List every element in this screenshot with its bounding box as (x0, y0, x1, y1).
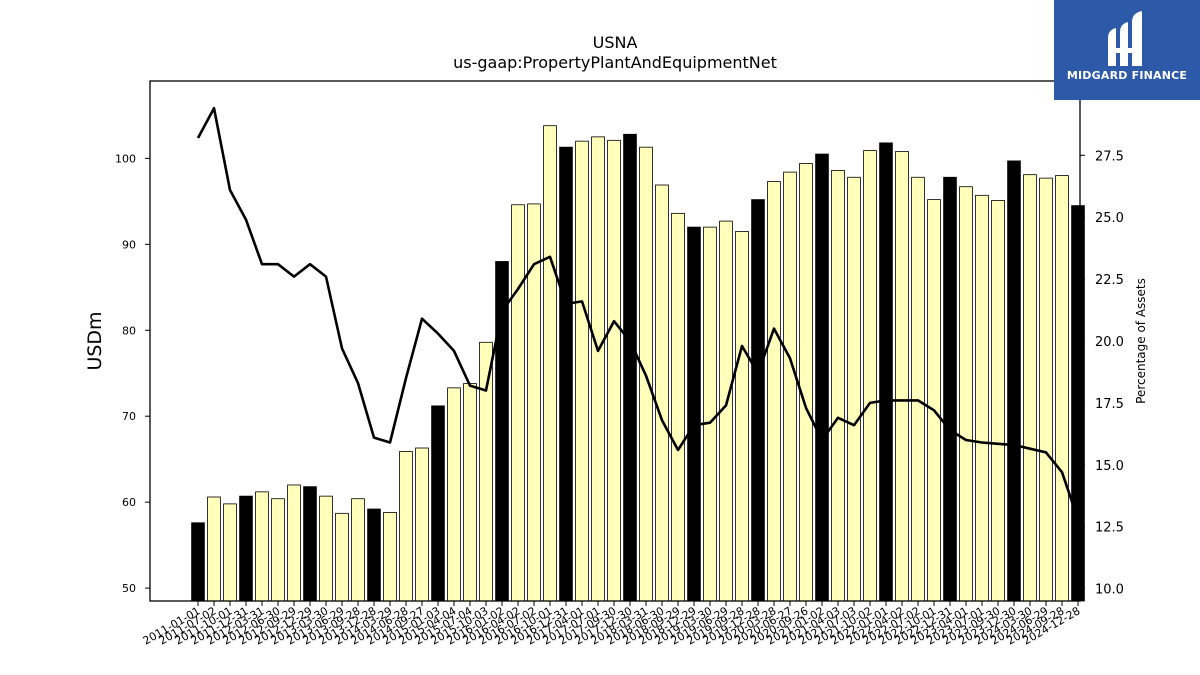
bar-2020-09-26 (799, 163, 813, 602)
y2-axis-label: Percentage of Assets (1134, 278, 1148, 404)
bar-2024-06-29 (1039, 177, 1053, 602)
bar-2011-01-01 (191, 522, 205, 602)
bar-2013-06-29 (335, 512, 349, 602)
y-tick-label: 70 (122, 410, 136, 423)
bar-2022-04-02 (895, 151, 909, 602)
y2-tick-label: 17.5 (1095, 397, 1124, 412)
bar-2015-10-03 (479, 341, 493, 602)
y2-tick-label: 15.0 (1095, 459, 1124, 474)
bar-2022-12-31 (943, 176, 957, 602)
bar-2023-12-30 (1007, 160, 1021, 602)
bar-2023-09-30 (991, 200, 1005, 602)
bar-2014-03-29 (383, 512, 397, 602)
bar-2014-06-28 (399, 451, 413, 602)
y-tick-label: 100 (115, 152, 136, 165)
bar-2021-04-03 (831, 169, 845, 602)
bar-2024-09-28 (1055, 175, 1069, 602)
bar-2018-09-29 (671, 212, 685, 602)
y-tick-label: 80 (122, 324, 136, 337)
y2-tick-label: 27.5 (1095, 149, 1124, 164)
bar-2011-10-01 (223, 503, 237, 602)
bar-2013-09-28 (351, 498, 365, 602)
y-tick-label: 50 (122, 582, 136, 595)
bar-2020-06-27 (783, 171, 797, 602)
bar-2012-12-29 (303, 486, 317, 602)
y2-tick-label: 20.0 (1095, 335, 1124, 350)
bar-2021-01-02 (815, 153, 829, 602)
bar-2021-07-03 (847, 176, 861, 602)
bar-2011-07-02 (207, 496, 221, 602)
y-tick-label: 60 (122, 496, 136, 509)
y2-tick-label: 10.0 (1095, 583, 1124, 598)
bar-2023-04-01 (959, 186, 973, 602)
bar-2016-04-02 (511, 204, 525, 602)
bar-2014-12-27 (431, 405, 445, 602)
pct-of-assets-line (196, 106, 1080, 520)
bar-2012-03-31 (255, 491, 269, 602)
y2-tick-label: 12.5 (1095, 521, 1124, 536)
bar-2013-03-30 (319, 495, 333, 602)
bar-2016-12-31 (559, 146, 573, 602)
bar-2019-09-28 (735, 231, 749, 602)
bar-2022-01-01 (879, 142, 893, 602)
bar-2020-03-28 (767, 181, 781, 602)
bar-2014-09-27 (415, 447, 429, 602)
bar-2016-10-01 (543, 125, 557, 602)
bar-2015-07-04 (463, 383, 477, 602)
y-axis-label: USDm (84, 311, 106, 370)
bar-2018-06-30 (655, 184, 669, 602)
bar-2022-10-01 (927, 199, 941, 602)
midgard-finance-logo: MIDGARD FINANCE (1054, 0, 1200, 100)
bar-2017-09-30 (607, 139, 621, 602)
y2-tick-label: 25.0 (1095, 211, 1124, 226)
bar-2023-07-01 (975, 194, 989, 602)
bar-2017-07-01 (591, 136, 605, 602)
bar-2024-03-30 (1023, 174, 1037, 602)
bar-2021-10-02 (863, 150, 877, 602)
bar-2017-04-01 (575, 140, 589, 602)
bar-2017-12-30 (623, 133, 637, 602)
bar-2019-03-30 (703, 226, 717, 602)
y2-tick-label: 22.5 (1095, 273, 1124, 288)
y-tick-label: 90 (122, 238, 136, 251)
bar-2022-07-02 (911, 176, 925, 602)
bar-2011-12-31 (239, 495, 253, 602)
bar-2018-12-29 (687, 226, 701, 602)
bar-2019-12-28 (751, 199, 765, 602)
midgard-logo-icon (1108, 11, 1142, 66)
bar-2015-04-04 (447, 387, 461, 602)
bar-2012-09-29 (287, 484, 301, 602)
chart-title: USNA (593, 33, 638, 52)
bar-2013-12-28 (367, 508, 381, 602)
chart-subtitle: us-gaap:PropertyPlantAndEquipmentNet (453, 53, 777, 72)
logo-text: MIDGARD FINANCE (1066, 69, 1188, 82)
bar-2012-06-30 (271, 498, 285, 602)
